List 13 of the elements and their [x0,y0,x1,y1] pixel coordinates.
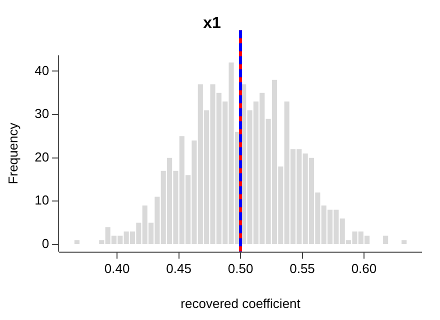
x-tick-label: 0.50 [228,261,254,276]
x-tick-label: 0.40 [104,261,130,276]
y-axis-title: Frequency [5,122,20,184]
x-tick-label: 0.60 [351,261,377,276]
x-tick-label: 0.55 [290,261,315,276]
chart-title: x1 [203,15,221,32]
y-tick-label: 20 [34,149,50,164]
y-tick-label: 40 [34,62,50,78]
y-tick-label: 10 [34,192,50,208]
x-axis-title: recovered coefficient [180,296,301,311]
x-tick-label: 0.45 [166,261,192,276]
y-tick-label: 0 [42,236,50,252]
y-tick-label: 30 [34,106,50,122]
